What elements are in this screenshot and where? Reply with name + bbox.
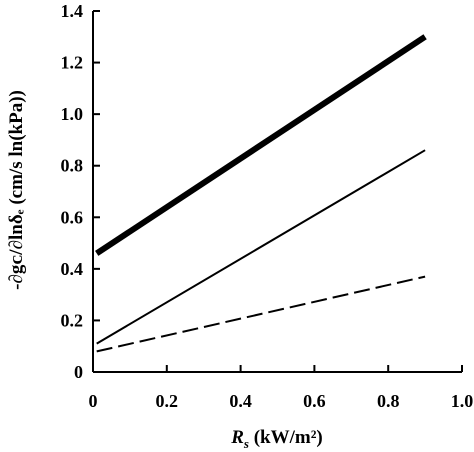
series — [95, 34, 427, 353]
x-axis-label-symbol: R — [230, 427, 244, 448]
y-axis-label: -∂gᴄ/∂lnδₑ (cm/s ln(kPa)) — [6, 90, 27, 290]
x-axis-label-units: (kW/m²) — [249, 427, 323, 448]
series-line-thick-solid — [95, 34, 427, 256]
x-tick-label: 1.0 — [451, 391, 474, 411]
axes — [92, 11, 462, 373]
x-tick-label: 0.2 — [156, 391, 179, 411]
y-tick-label: 1.0 — [61, 104, 84, 124]
y-tick-label: 1.2 — [61, 53, 84, 73]
x-tick-label: 0.8 — [377, 391, 400, 411]
series-line-dashed — [96, 275, 426, 353]
x-axis-label: Rs (kW/m²) — [230, 427, 323, 451]
y-tick-label: 0.8 — [61, 156, 84, 176]
y-tick-label: 0.2 — [61, 310, 84, 330]
x-tick-label: 0 — [89, 391, 98, 411]
x-tick-label: 0.4 — [229, 391, 252, 411]
x-tick-label: 0.6 — [303, 391, 326, 411]
y-tick-label: 1.4 — [61, 1, 84, 21]
ticks: 0 0.2 0.4 0.6 0.8 1.0 1.2 1.4 0 0.2 0.4 0.6 0.8 1.0 — [61, 1, 474, 411]
y-tick-label: 0 — [74, 362, 83, 382]
y-tick-label: 0.6 — [61, 207, 84, 227]
y-tick-label: 0.4 — [61, 259, 84, 279]
x-axis-label-subscript: s — [243, 436, 249, 451]
series-line-thin-solid — [96, 149, 426, 345]
